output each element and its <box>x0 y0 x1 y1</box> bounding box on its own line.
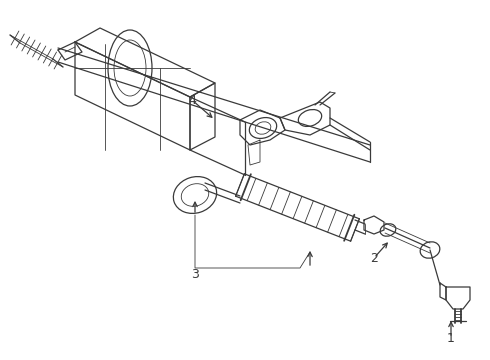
Text: 1: 1 <box>447 332 455 345</box>
Text: 3: 3 <box>191 269 199 282</box>
Text: 2: 2 <box>370 252 378 265</box>
Text: 4: 4 <box>188 94 196 107</box>
